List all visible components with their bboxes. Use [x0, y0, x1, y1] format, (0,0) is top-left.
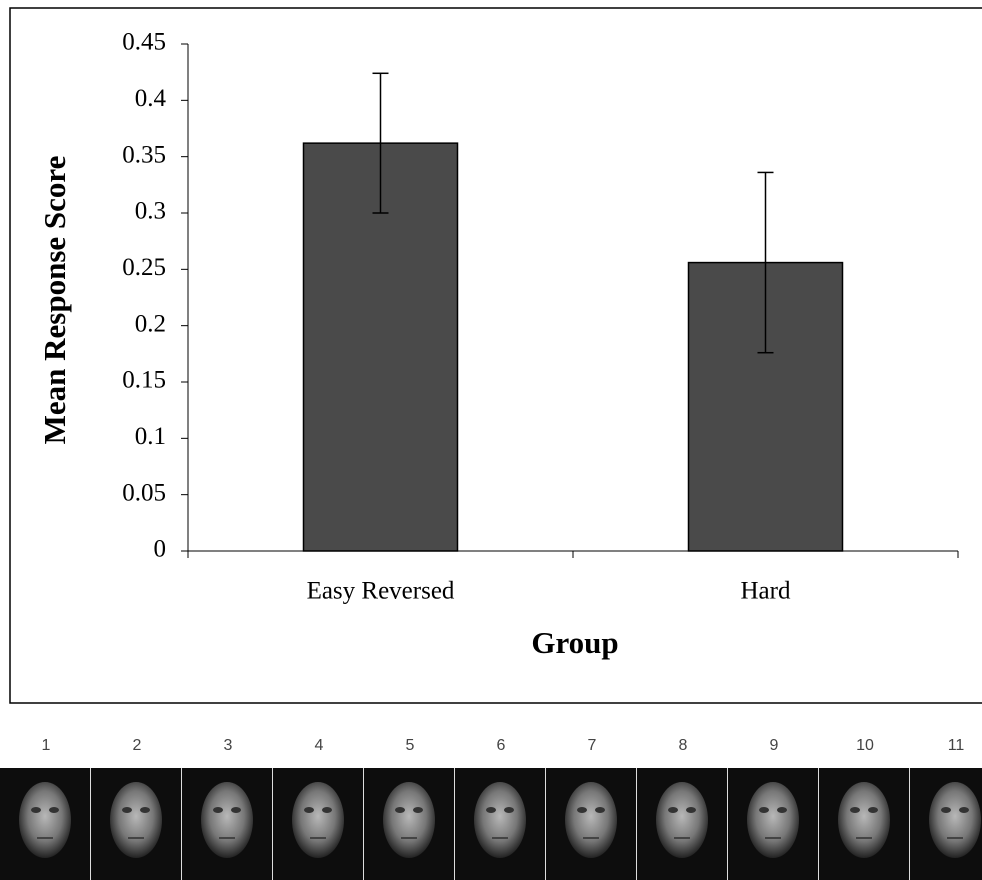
face-image [110, 782, 162, 858]
face-number: 1 [42, 737, 51, 754]
face-eye [486, 807, 496, 813]
face-eye [668, 807, 678, 813]
face-number: 7 [588, 737, 597, 754]
face-eye [140, 807, 150, 813]
face-eye [122, 807, 132, 813]
face-image [929, 782, 981, 858]
face-eye [850, 807, 860, 813]
y-tick-label: 0.4 [135, 85, 167, 112]
face-number: 11 [948, 737, 965, 754]
face-eye [759, 807, 769, 813]
face-eye [31, 807, 41, 813]
face-eye [868, 807, 878, 813]
face-eye [231, 807, 241, 813]
face-eye [959, 807, 969, 813]
y-tick-label: 0.25 [122, 254, 166, 281]
face-eye [395, 807, 405, 813]
face-image [292, 782, 344, 858]
y-tick-label: 0 [154, 536, 167, 563]
y-tick-label: 0.05 [122, 479, 166, 506]
y-axis-title: Mean Response Score [37, 156, 72, 445]
face-eye [595, 807, 605, 813]
face-image [565, 782, 617, 858]
face-number: 2 [133, 737, 142, 754]
face-number: 6 [497, 737, 506, 754]
y-tick-label: 0.35 [122, 141, 166, 168]
face-strip: 1 2 3 4 5 6 7 8 9 10 11 [0, 737, 982, 880]
x-axis-title: Group [531, 625, 618, 660]
face-number: 9 [770, 737, 779, 754]
face-eye [686, 807, 696, 813]
face-eye [777, 807, 787, 813]
face-image [19, 782, 71, 858]
face-image [747, 782, 799, 858]
face-image [474, 782, 526, 858]
y-tick-label: 0.2 [135, 310, 166, 337]
face-number: 4 [315, 737, 324, 754]
face-eye [49, 807, 59, 813]
face-image [838, 782, 890, 858]
page: Group Mean Response Score 1234567891011 … [0, 0, 982, 880]
face-eye [577, 807, 587, 813]
face-eye [304, 807, 314, 813]
face-number: 10 [856, 737, 874, 754]
face-image [201, 782, 253, 858]
face-eye [413, 807, 423, 813]
face-number: 5 [406, 737, 415, 754]
face-image [656, 782, 708, 858]
x-tick-label: Hard [741, 578, 791, 605]
y-tick-label: 0.1 [135, 423, 166, 450]
face-image [383, 782, 435, 858]
y-tick-label: 0.3 [135, 198, 166, 225]
x-tick-label: Easy Reversed [307, 578, 455, 605]
y-tick-label: 0.45 [122, 29, 166, 56]
face-eye [322, 807, 332, 813]
face-number: 3 [224, 737, 233, 754]
face-eye [504, 807, 514, 813]
face-number: 8 [679, 737, 688, 754]
face-eye [941, 807, 951, 813]
face-eye [213, 807, 223, 813]
y-tick-label: 0.15 [122, 367, 166, 394]
